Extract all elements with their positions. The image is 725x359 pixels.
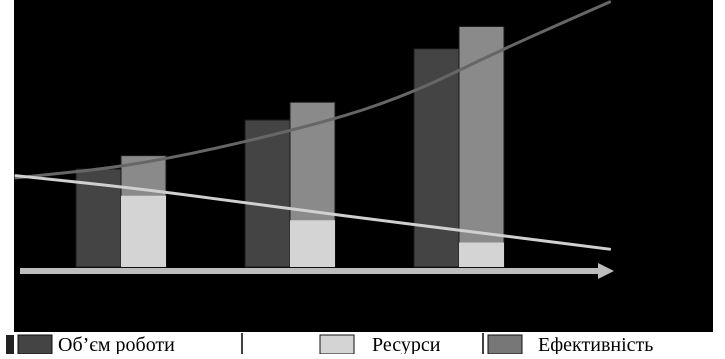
x-axis-arrowhead [598,263,614,279]
legend-label-resources: Ресурси [372,334,441,354]
legend-swatch-volume [17,334,53,355]
bar-volume-2 [244,119,291,268]
lines-layer [14,0,612,251]
bar-resources-lower-3 [459,242,504,267]
legend-label-efficiency: Ефективність [538,334,653,354]
trend-line-rising [14,0,612,180]
trend-line-falling [14,174,612,251]
legend-label-volume: Об’єм роботи [58,334,175,354]
legend-swatch-efficiency [487,334,523,355]
legend: Об’єм роботи Ресурси Ефективність [6,333,653,356]
axis-layer [20,263,614,279]
legend-swatch-resources [319,334,355,355]
legend-edge-mark [6,335,14,354]
bar-resources-lower-2 [290,220,335,267]
bar-resources-lower-1 [121,195,166,267]
